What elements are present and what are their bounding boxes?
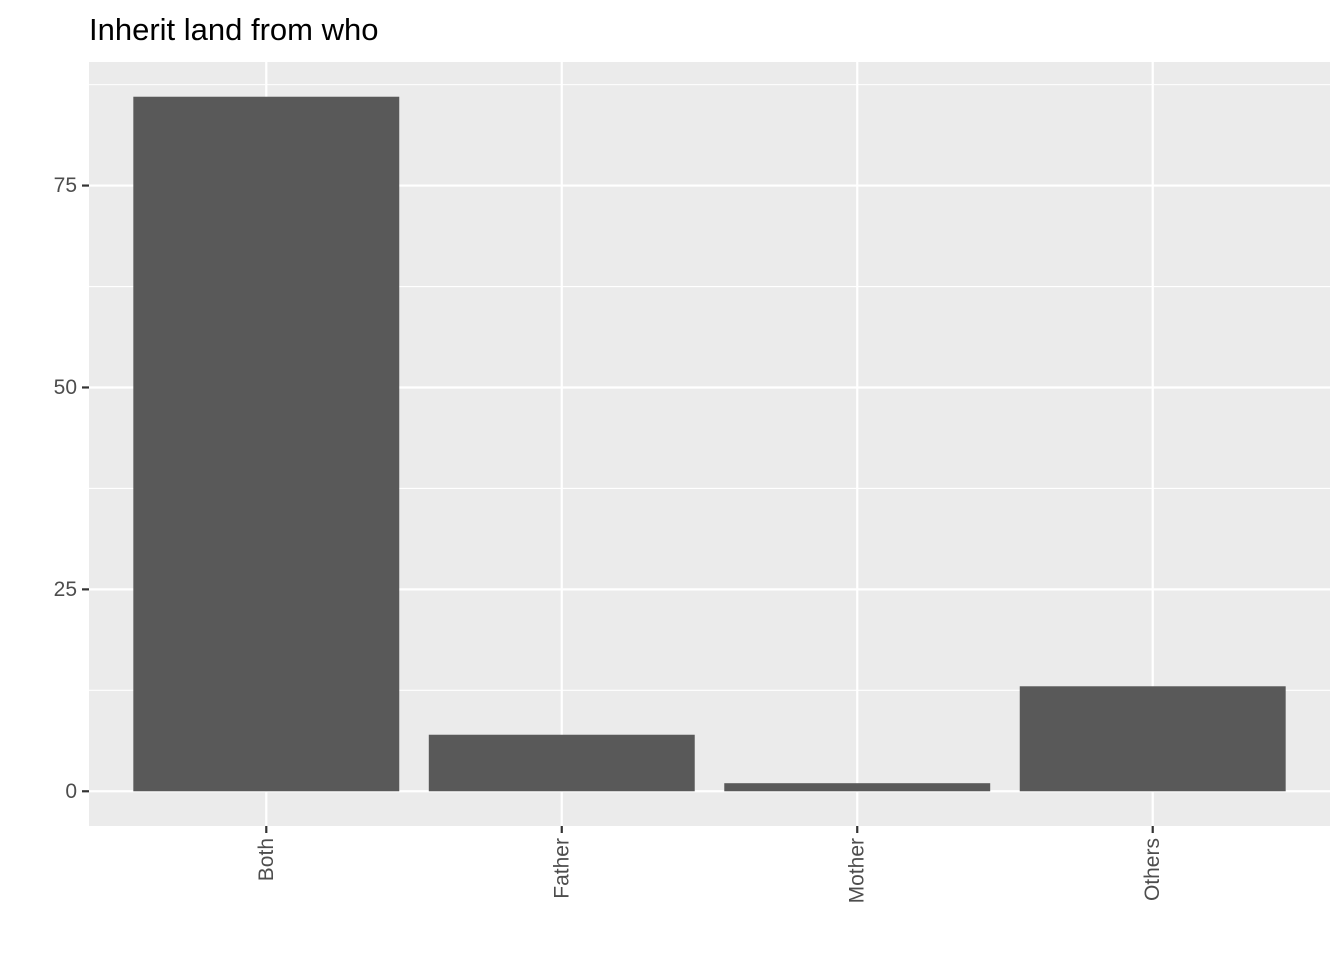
y-tick-label: 0 (65, 780, 77, 803)
x-tick-label-both: Both (255, 838, 278, 881)
chart-title: Inherit land from who (89, 12, 378, 47)
y-axis: 0 25 50 75 (54, 174, 89, 803)
bar-mother (724, 783, 991, 792)
bar-others (1019, 686, 1286, 792)
y-tick-label: 25 (54, 578, 77, 601)
x-tick-label-others: Others (1141, 838, 1164, 901)
bar-father (428, 734, 695, 792)
x-tick-label-mother: Mother (846, 838, 869, 903)
x-tick-label-father: Father (550, 838, 573, 899)
x-axis: Both Father Mother Others (255, 826, 1164, 903)
y-tick-label: 75 (54, 174, 77, 197)
bar-both (133, 96, 400, 792)
plot-panel (89, 62, 1330, 826)
y-tick-label: 50 (54, 376, 77, 399)
